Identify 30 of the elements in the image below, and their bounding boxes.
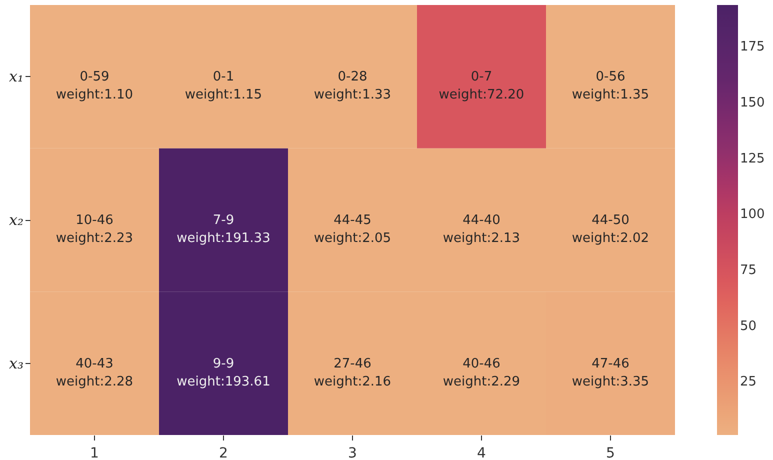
x-tick-label: 1 — [90, 446, 99, 460]
color-bar-label: 150 — [740, 95, 765, 110]
color-bar-label: 25 — [740, 374, 757, 390]
data-label: 0-59 weight:1.10 — [56, 70, 134, 103]
data-label: 0-28 weight:1.33 — [314, 70, 392, 103]
data-label: 9-9 weight:193.61 — [176, 356, 270, 390]
x-tick-label: 4 — [477, 446, 486, 460]
data-label: 0-1 weight:1.15 — [184, 70, 262, 103]
color-bar-label: 75 — [740, 262, 757, 278]
data-label: 44-45 weight:2.05 — [314, 213, 392, 246]
x-tick-label: 5 — [606, 446, 615, 460]
x-tick-label: 3 — [348, 446, 357, 460]
data-label: 44-40 weight:2.13 — [442, 213, 520, 246]
x-tick-label: 2 — [219, 446, 228, 460]
data-label: 0-7 weight:72.20 — [438, 70, 524, 103]
data-label: 0-56 weight:1.35 — [572, 70, 650, 103]
data-label: 40-46 weight:2.29 — [442, 356, 520, 390]
y-tick-label: x₂ — [9, 211, 24, 229]
color-bar-label: 175 — [740, 40, 765, 55]
data-label: 40-43 weight:2.28 — [56, 356, 134, 390]
y-tick-label: x₃ — [9, 354, 24, 372]
data-label: 47-46 weight:3.35 — [572, 356, 650, 390]
data-label: 44-50 weight:2.02 — [572, 213, 650, 246]
data-label: 7-9 weight:191.33 — [176, 213, 270, 246]
color-bar-label: 100 — [740, 207, 765, 222]
data-label: 27-46 weight:2.16 — [314, 356, 392, 390]
color-bar-label: 50 — [740, 318, 757, 334]
color-bar-label: 125 — [740, 151, 765, 166]
y-tick-label: x₁ — [9, 68, 24, 86]
data-label: 10-46 weight:2.23 — [56, 213, 134, 246]
